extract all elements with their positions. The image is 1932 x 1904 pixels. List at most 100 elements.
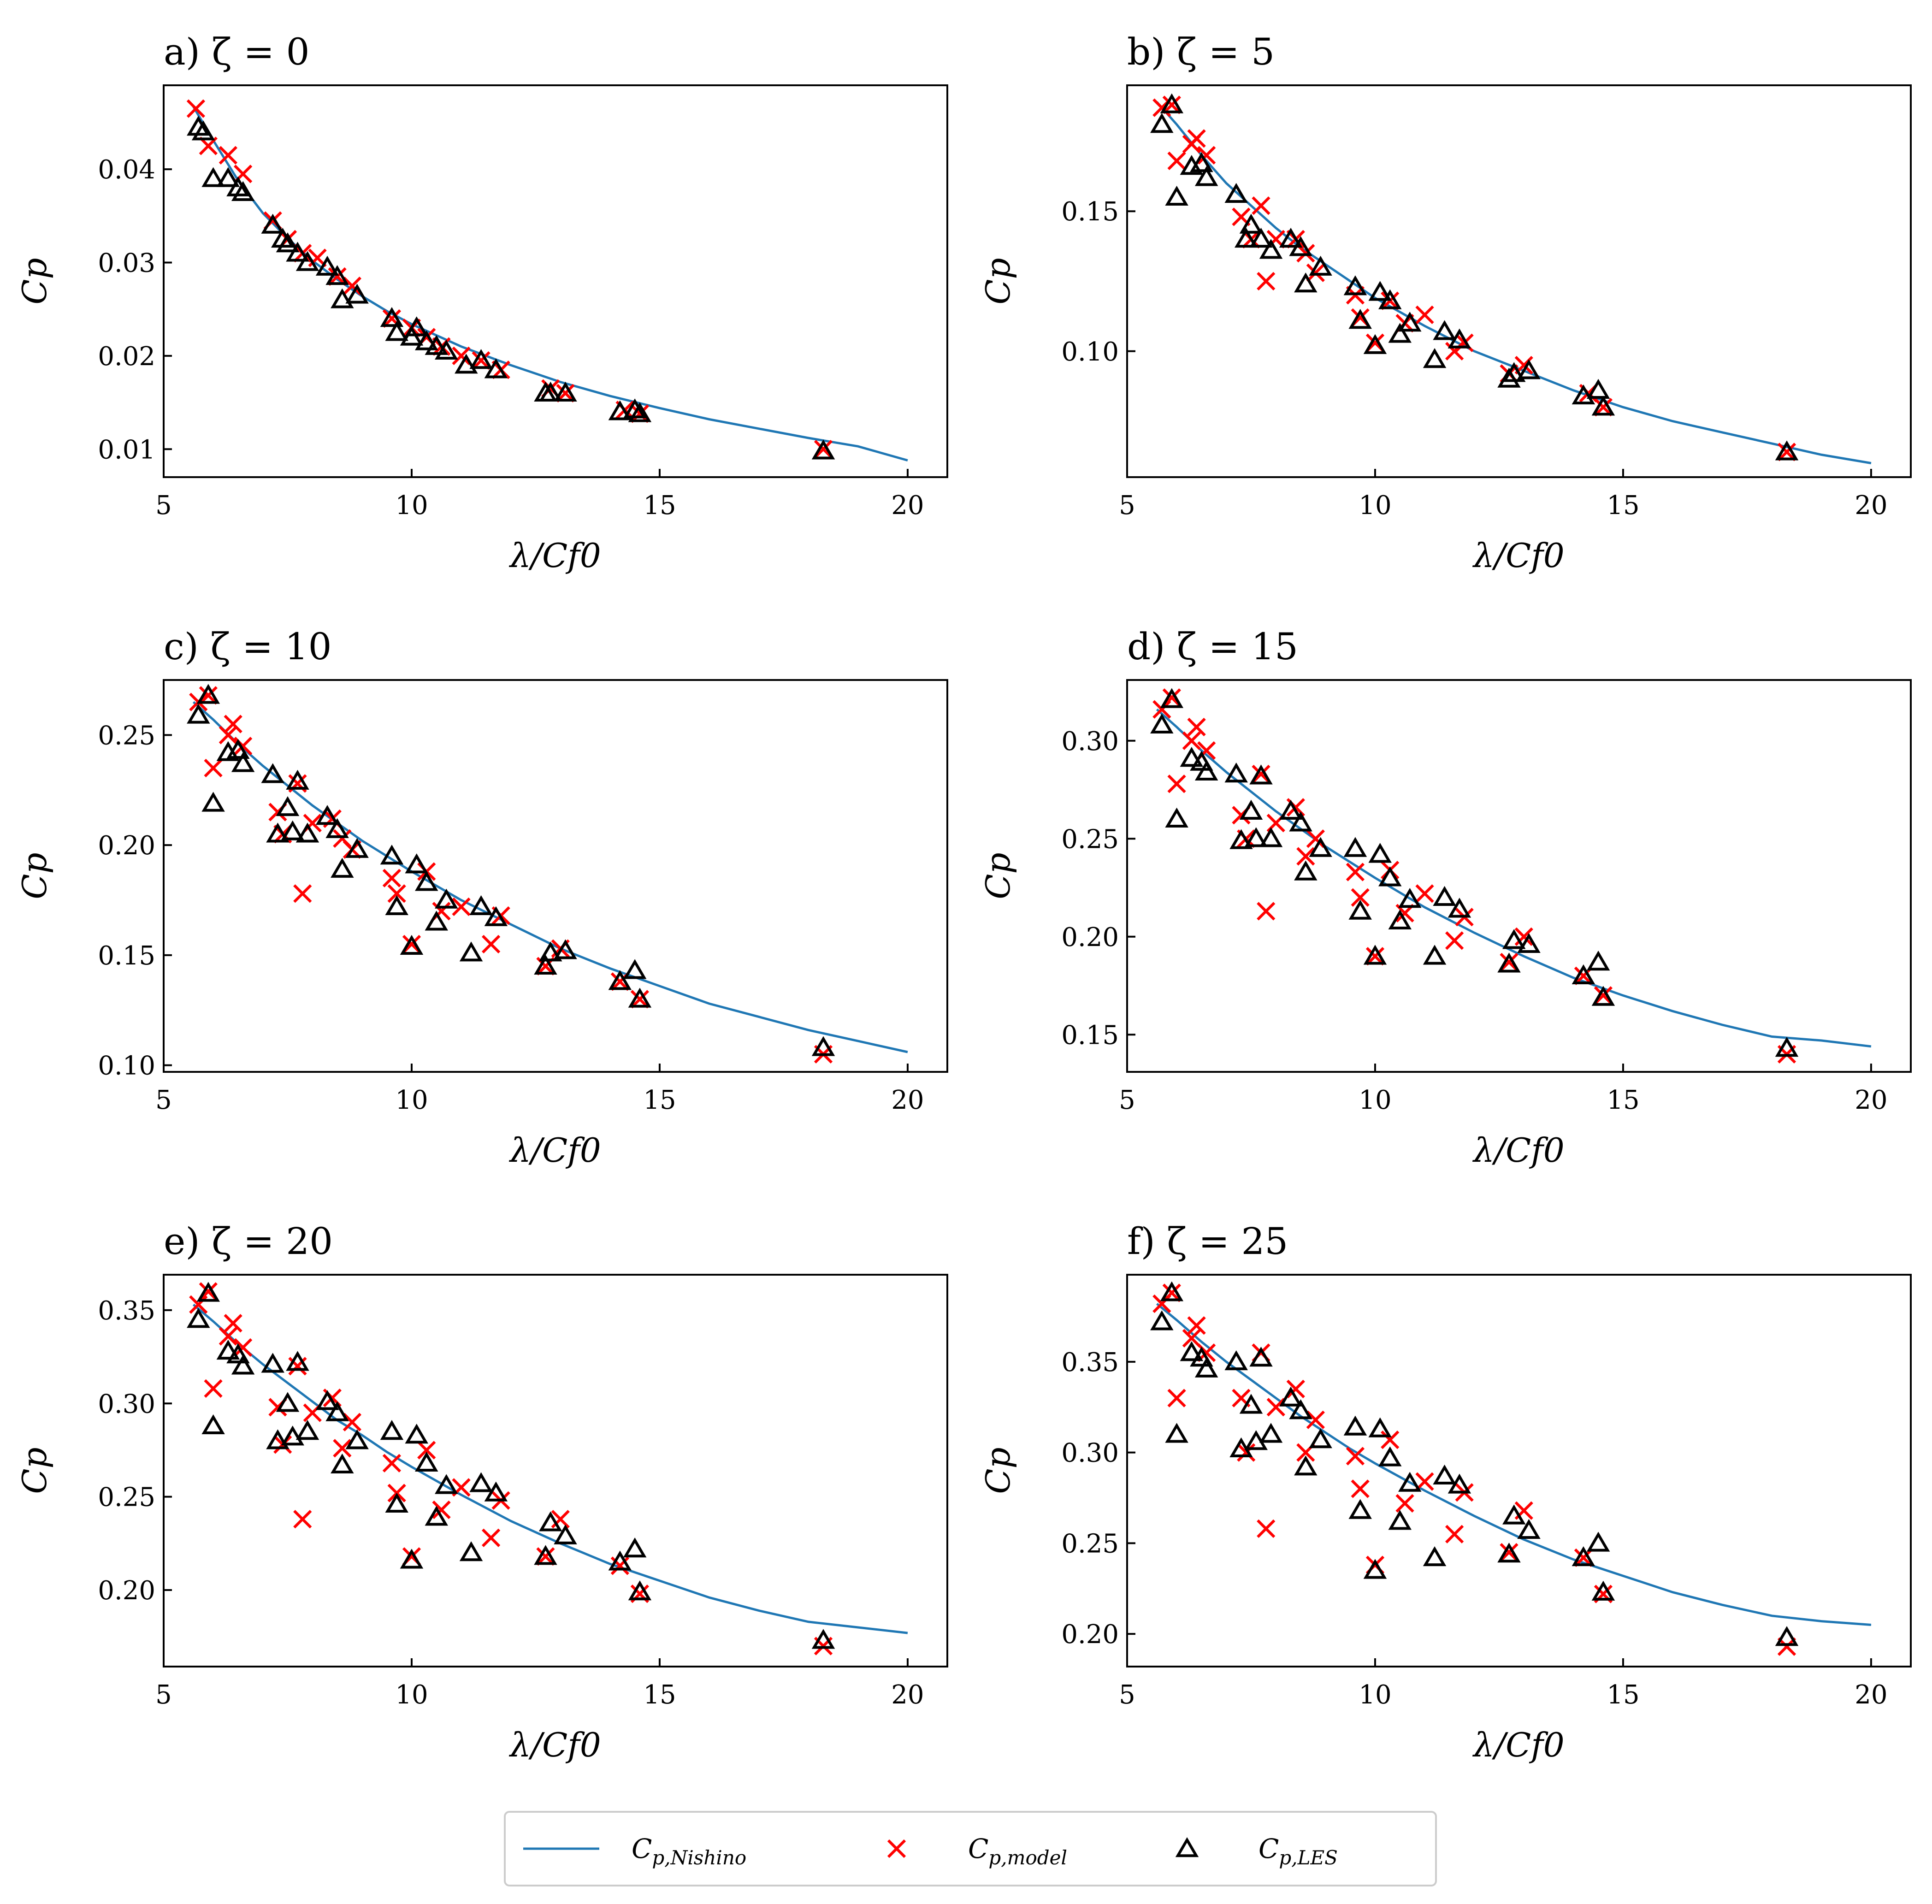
les-point: [1448, 1473, 1471, 1494]
x-tick-label: 5: [1119, 1680, 1135, 1710]
les-point: [276, 1392, 300, 1412]
nishino-curve: [1156, 101, 1872, 465]
les-point: [1423, 1546, 1447, 1567]
les-point: [1497, 952, 1521, 973]
les-point: [1165, 1423, 1188, 1443]
y-tick-label: 0.02: [98, 342, 155, 372]
model-point-b: [224, 715, 242, 733]
model-point-b: [1777, 443, 1796, 461]
model-point-b: [1381, 291, 1400, 310]
les-point: [1398, 888, 1422, 908]
les-point: [811, 1036, 835, 1056]
x-tick-label: 10: [395, 1085, 428, 1115]
les-point: [1363, 1559, 1387, 1579]
les-point: [415, 330, 438, 350]
les-point: [1398, 312, 1422, 332]
panel-title: e) ζ = 20: [164, 1220, 333, 1263]
les-point: [1497, 367, 1521, 388]
les-point: [1279, 799, 1303, 820]
x-tick-label: 5: [1119, 491, 1135, 520]
les-point: [405, 853, 428, 874]
series-x: [186, 99, 833, 459]
nishino-curve: [192, 701, 908, 1053]
panel-title: a) ζ = 0: [164, 30, 309, 73]
les-point: [1194, 166, 1218, 186]
les-point: [1180, 747, 1204, 767]
les-point: [187, 704, 210, 724]
les-point: [201, 792, 225, 812]
les-point: [1448, 328, 1471, 349]
model-point-b: [1415, 1472, 1434, 1491]
les-point: [1591, 396, 1615, 416]
les-point: [455, 354, 478, 374]
les-point: [1433, 886, 1456, 906]
les-point: [539, 1511, 562, 1531]
les-point: [385, 895, 408, 916]
les-point: [1234, 227, 1258, 248]
les-point: [623, 398, 647, 419]
y-tick-label: 0.30: [1061, 727, 1119, 757]
les-point: [1229, 829, 1253, 849]
model-point-b: [204, 758, 223, 778]
les-point: [1497, 1543, 1521, 1563]
model-point-b: [1232, 1389, 1251, 1407]
les-point: [554, 381, 577, 402]
les-point: [187, 1308, 210, 1328]
model-point-b: [1777, 1637, 1796, 1656]
les-point: [1502, 362, 1526, 382]
model-point-b: [219, 726, 237, 745]
model-point-b: [1415, 305, 1434, 324]
model-point-b: [328, 267, 347, 286]
x-tick-label: 5: [155, 1680, 172, 1710]
y-tick-label: 0.10: [98, 1051, 155, 1081]
legend-label: Cp,LES: [1258, 1833, 1338, 1869]
nishino-curve: [192, 1303, 908, 1634]
model-point-b: [1296, 847, 1315, 866]
les-point: [1348, 1499, 1372, 1519]
les-point: [1289, 236, 1312, 256]
les-point: [295, 822, 319, 843]
les-point: [1294, 272, 1318, 293]
les-point: [1433, 320, 1456, 340]
les-point: [469, 895, 493, 916]
model-point-b: [1574, 1548, 1593, 1567]
les-point: [281, 1425, 304, 1446]
model-point-b: [382, 869, 402, 887]
model-point-b: [1306, 263, 1325, 282]
nishino-curve: [1156, 708, 1872, 1048]
les-point: [1572, 964, 1595, 984]
panel-e: e) ζ = 20 5 10 15 20 0.20 0.25 0.30 0.35 λ/Cf0 Cp: [15, 1220, 948, 1764]
les-point: [266, 1429, 290, 1449]
series-x: [1152, 688, 1796, 1064]
les-point: [216, 167, 240, 187]
x-tick-label: 20: [1855, 1085, 1887, 1115]
les-point: [811, 1629, 835, 1649]
panel-b: b) ζ = 5 5 10 15 20 0.10 0.15 λ/Cf0 Cp: [979, 30, 1912, 575]
les-point: [1224, 183, 1248, 203]
panel-title: f) ζ = 25: [1127, 1220, 1288, 1263]
les-point: [1775, 1626, 1799, 1646]
model-point-b: [1351, 1479, 1370, 1498]
x-axis-label: λ/Cf0: [508, 1726, 601, 1764]
les-point: [331, 857, 354, 878]
plot-frame: [163, 84, 948, 478]
les-point: [231, 752, 255, 772]
les-point: [435, 888, 458, 909]
y-tick-label: 0.20: [1061, 1620, 1119, 1650]
les-point: [435, 339, 458, 360]
panel-f: f) ζ = 25 5 10 15 20 0.20 0.25 0.30 0.35 λ/Cf0 Cp: [979, 1220, 1912, 1764]
les-point: [325, 818, 349, 838]
x-axis-label: λ/Cf0: [1472, 1131, 1564, 1170]
model-point-b: [1286, 798, 1305, 817]
legend-box: [504, 1811, 1437, 1886]
les-point: [1294, 1455, 1318, 1476]
les-point: [276, 796, 300, 816]
les-point: [226, 1343, 250, 1364]
legend-x-icon-b: [887, 1839, 906, 1858]
les-point: [315, 255, 339, 276]
les-point: [1388, 909, 1412, 929]
panel-title: c) ζ = 10: [164, 625, 332, 668]
les-point: [1190, 152, 1213, 172]
y-axis-label: Cp: [979, 258, 1017, 304]
y-tick-label: 0.25: [1061, 1529, 1119, 1559]
